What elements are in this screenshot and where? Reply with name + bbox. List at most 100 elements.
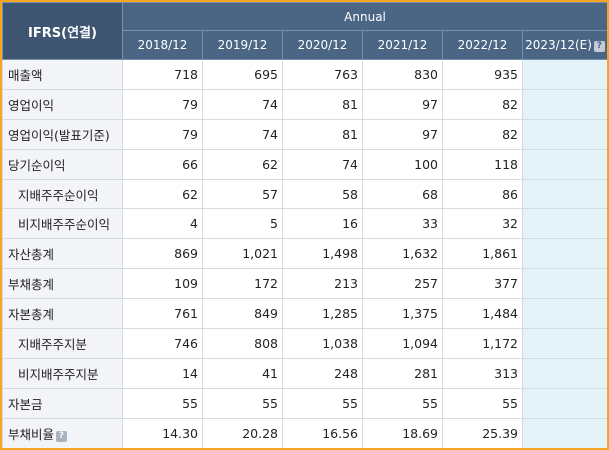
table-cell: 118 <box>442 148 523 180</box>
table-cell: 97 <box>362 88 443 120</box>
table-cell: 58 <box>282 178 363 210</box>
table-cell: 81 <box>282 118 363 150</box>
table-cell: 1,021 <box>202 238 283 270</box>
table-cell: 1,094 <box>362 328 443 359</box>
table-cell: 281 <box>362 357 443 389</box>
table-cell: 1,484 <box>442 298 523 330</box>
table-cell: 62 <box>202 148 283 180</box>
table-cell: 16.56 <box>282 417 363 448</box>
table-row: 지배주주지분 746 808 1,038 1,094 1,172 <box>2 328 607 359</box>
table-cell: 257 <box>362 268 443 300</box>
table-cell: 62 <box>122 178 203 210</box>
year-header: 2018/12 <box>122 30 203 60</box>
table-row: 영업이익 79 74 81 97 82 <box>2 88 607 120</box>
table-cell: 79 <box>122 88 203 120</box>
table-cell: 1,861 <box>442 238 523 270</box>
table-cell: 66 <box>122 148 203 180</box>
row-label: 자본금 <box>2 387 123 419</box>
table-cell: 849 <box>202 298 283 330</box>
table-row: 비지배주주지분 14 41 248 281 313 <box>2 357 607 389</box>
table-row: 매출액 718 695 763 830 935 <box>2 59 607 90</box>
estimate-year-label: 2023/12(E) <box>525 38 592 52</box>
table-cell: 18.69 <box>362 417 443 448</box>
table-cell: 248 <box>282 357 363 389</box>
table-row: 부채비율? 14.30 20.28 16.56 18.69 25.39 <box>2 417 607 448</box>
table-row: 자본총계 761 849 1,285 1,375 1,484 <box>2 298 607 330</box>
table-cell: 33 <box>362 208 443 240</box>
table-corner-label: IFRS(연결) <box>2 2 123 60</box>
table-cell: 74 <box>282 148 363 180</box>
table-cell: 68 <box>362 178 443 210</box>
table-cell: 97 <box>362 118 443 150</box>
row-label: 영업이익 <box>2 88 123 120</box>
row-label: 자본총계 <box>2 298 123 330</box>
estimate-cell <box>521 148 607 180</box>
estimate-cell <box>521 208 607 240</box>
year-header: 2021/12 <box>362 30 443 60</box>
table-cell: 82 <box>442 118 523 150</box>
table-row: 당기순이익 66 62 74 100 118 <box>2 148 607 180</box>
table-cell: 57 <box>202 178 283 210</box>
table-cell: 761 <box>122 298 203 330</box>
estimate-cell <box>521 268 607 300</box>
estimate-cell <box>521 238 607 270</box>
table-cell: 1,375 <box>362 298 443 330</box>
row-label: 당기순이익 <box>2 148 123 180</box>
row-label: 자산총계 <box>2 238 123 270</box>
table-row: 지배주주순이익 62 57 58 68 86 <box>2 178 607 210</box>
row-label: 비지배주주지분 <box>2 357 123 389</box>
table-cell: 20.28 <box>202 417 283 448</box>
table-row: 자산총계 869 1,021 1,498 1,632 1,861 <box>2 238 607 270</box>
row-label: 영업이익(발표기준) <box>2 118 123 150</box>
table-cell: 109 <box>122 268 203 300</box>
row-label: 부채총계 <box>2 268 123 300</box>
help-icon[interactable]: ? <box>56 430 68 442</box>
table-cell: 1,285 <box>282 298 363 330</box>
row-label: 부채비율 <box>8 426 55 442</box>
estimate-cell <box>521 59 607 90</box>
table-row: 영업이익(발표기준) 79 74 81 97 82 <box>2 118 607 150</box>
table-cell: 695 <box>202 59 283 90</box>
table-cell: 55 <box>202 387 283 419</box>
table-cell: 32 <box>442 208 523 240</box>
table-cell: 4 <box>122 208 203 240</box>
table-cell: 718 <box>122 59 203 90</box>
table-cell: 830 <box>362 59 443 90</box>
table-cell: 213 <box>282 268 363 300</box>
estimate-year-header: 2023/12(E)? <box>521 30 607 60</box>
table-cell: 74 <box>202 88 283 120</box>
table-cell: 82 <box>442 88 523 120</box>
table-cell: 81 <box>282 88 363 120</box>
table-cell: 1,038 <box>282 328 363 359</box>
table-cell: 1,632 <box>362 238 443 270</box>
table-cell: 1,498 <box>282 238 363 270</box>
table-row: 부채총계 109 172 213 257 377 <box>2 268 607 300</box>
help-icon[interactable]: ? <box>593 41 605 52</box>
estimate-cell <box>521 328 607 359</box>
table-cell: 1,172 <box>442 328 523 359</box>
table-cell: 14.30 <box>122 417 203 448</box>
table-cell: 79 <box>122 118 203 150</box>
table-cell: 5 <box>202 208 283 240</box>
table-cell: 74 <box>202 118 283 150</box>
table-cell: 41 <box>202 357 283 389</box>
table-cell: 808 <box>202 328 283 359</box>
table-cell: 100 <box>362 148 443 180</box>
estimate-cell <box>521 357 607 389</box>
table-cell: 763 <box>282 59 363 90</box>
estimate-cell <box>521 417 607 448</box>
table-cell: 172 <box>202 268 283 300</box>
table-row: 비지배주주순이익 4 5 16 33 32 <box>2 208 607 240</box>
table-cell: 55 <box>122 387 203 419</box>
estimate-cell <box>521 387 607 419</box>
row-label: 비지배주주순이익 <box>2 208 123 240</box>
table-cell: 377 <box>442 268 523 300</box>
year-header: 2019/12 <box>202 30 283 60</box>
table-cell: 313 <box>442 357 523 389</box>
estimate-cell <box>521 118 607 150</box>
table-cell: 935 <box>442 59 523 90</box>
estimate-cell <box>521 88 607 120</box>
estimate-cell <box>521 298 607 330</box>
